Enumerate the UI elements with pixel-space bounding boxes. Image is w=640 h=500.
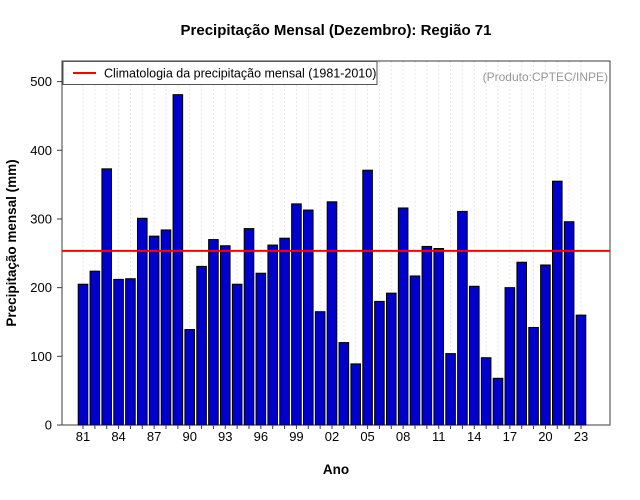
bar-2000 xyxy=(302,209,314,426)
bar-2015 xyxy=(480,357,492,426)
x-tick-label: 08 xyxy=(396,429,410,444)
bar-2002 xyxy=(326,201,338,426)
y-tick-label: 0 xyxy=(45,418,52,433)
bar-2008 xyxy=(397,207,409,426)
bar-1994 xyxy=(231,283,243,426)
bar-1999 xyxy=(291,203,302,426)
bar-1992 xyxy=(208,239,219,426)
bar-1993 xyxy=(219,245,231,426)
gridlines xyxy=(82,61,582,425)
y-tick-label: 100 xyxy=(30,349,52,364)
y-axis: 0 100 200 300 400 500 xyxy=(30,74,62,433)
bar-2006 xyxy=(374,300,385,426)
bar-1988 xyxy=(160,229,172,426)
x-tick-label: 84 xyxy=(111,429,125,444)
y-tick-label: 500 xyxy=(30,74,52,89)
bar-1987 xyxy=(148,235,160,426)
bar-1991 xyxy=(196,265,207,426)
chart-title: Precipitação Mensal (Dezembro): Região 7… xyxy=(181,22,492,39)
legend: Climatologia da precipitação mensal (198… xyxy=(62,61,378,85)
x-axis-title: Ano xyxy=(323,462,349,477)
watermark-text: (Produto:CPTEC/INPE) xyxy=(483,70,608,84)
bar-1995 xyxy=(243,228,255,426)
bar-2022 xyxy=(563,221,575,426)
bar-1989 xyxy=(172,94,184,426)
x-tick-label: 02 xyxy=(325,429,339,444)
legend-label: Climatologia da precipitação mensal (198… xyxy=(104,67,376,81)
bar-2004 xyxy=(350,363,362,426)
bar-2005 xyxy=(362,169,373,426)
bar-2017 xyxy=(504,287,516,426)
y-tick-label: 300 xyxy=(30,211,52,226)
bar-2021 xyxy=(551,180,563,426)
bar-2012 xyxy=(445,353,456,426)
x-tick-label: 81 xyxy=(76,429,90,444)
legend-frame xyxy=(62,61,378,85)
bar-2023 xyxy=(575,314,587,426)
bar-1996 xyxy=(255,272,267,426)
bars xyxy=(77,94,587,426)
bar-2014 xyxy=(468,285,480,426)
x-axis: 81 84 87 90 93 96 99 02 05 08 11 14 17 20 23 xyxy=(76,425,588,444)
bar-2020 xyxy=(540,264,551,426)
bar-1984 xyxy=(113,278,124,426)
bar-2003 xyxy=(338,342,350,426)
x-tick-label: 99 xyxy=(289,429,303,444)
bar-1982 xyxy=(89,270,101,426)
bar-1985 xyxy=(125,278,136,426)
y-tick-label: 400 xyxy=(30,143,52,158)
y-tick-label: 200 xyxy=(30,280,52,295)
x-tick-label: 17 xyxy=(503,429,517,444)
bar-1983 xyxy=(101,168,113,426)
x-tick-label: 93 xyxy=(218,429,232,444)
bar-1986 xyxy=(136,217,148,426)
x-tick-label: 05 xyxy=(360,429,374,444)
bar-2010 xyxy=(421,245,433,426)
bar-2016 xyxy=(492,377,504,426)
bar-2009 xyxy=(409,275,421,426)
x-tick-label: 87 xyxy=(147,429,161,444)
x-tick-label: 96 xyxy=(254,429,268,444)
x-tick-label: 90 xyxy=(182,429,196,444)
bar-1981 xyxy=(77,283,89,426)
bar-2019 xyxy=(528,326,539,426)
bar-1997 xyxy=(267,244,279,426)
bar-2018 xyxy=(516,261,528,426)
bar-2011 xyxy=(433,247,445,426)
bar-1998 xyxy=(279,237,290,426)
x-tick-label: 11 xyxy=(432,429,446,444)
x-tick-label: 14 xyxy=(467,429,481,444)
y-axis-title: Precipitação mensal (mm) xyxy=(4,159,19,326)
bar-2007 xyxy=(385,292,397,426)
bar-1990 xyxy=(184,329,196,426)
bar-2013 xyxy=(457,210,468,426)
bar-2001 xyxy=(314,311,326,426)
x-tick-label: 20 xyxy=(538,429,552,444)
x-tick-label: 23 xyxy=(574,429,588,444)
